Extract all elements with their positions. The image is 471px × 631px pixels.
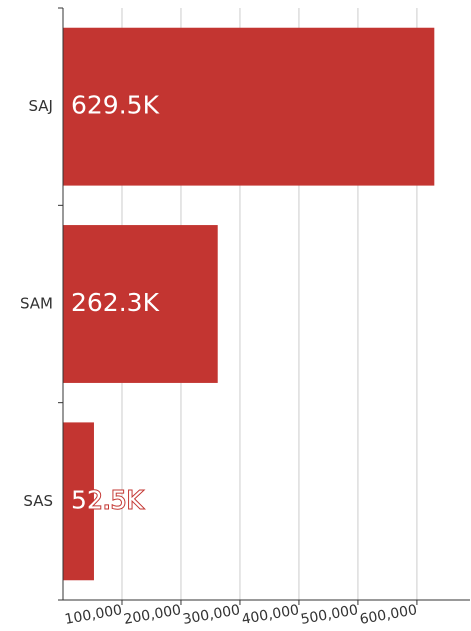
value-label: 52.5K	[71, 485, 144, 514]
value-label: 629.5K	[71, 91, 160, 120]
bar	[63, 225, 218, 383]
x-tick-label: 500,000	[300, 602, 360, 628]
x-tick-label: 400,000	[241, 602, 301, 628]
bar	[63, 27, 435, 186]
x-tick-label: 200,000	[123, 602, 183, 628]
y-tick-label: SAM	[20, 295, 53, 313]
y-tick-label: SAJ	[29, 97, 54, 115]
x-tick-label: 600,000	[358, 602, 418, 628]
y-tick-label: SAS	[23, 492, 53, 510]
value-label: 262.3K	[71, 288, 160, 317]
x-tick-label: 100,000	[64, 602, 124, 628]
x-tick-label: 300,000	[182, 602, 242, 628]
bar	[63, 422, 94, 581]
